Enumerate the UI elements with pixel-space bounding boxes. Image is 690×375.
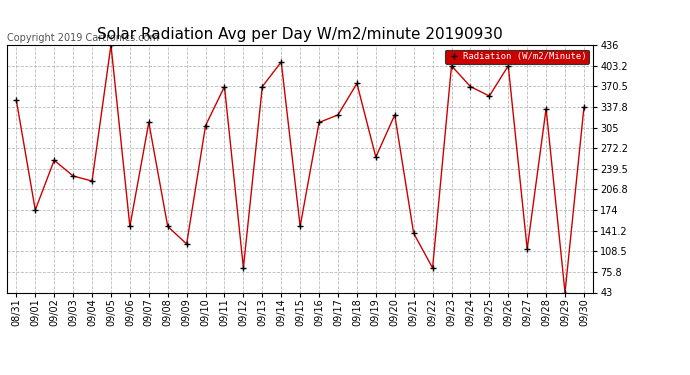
Title: Solar Radiation Avg per Day W/m2/minute 20190930: Solar Radiation Avg per Day W/m2/minute …: [97, 27, 503, 42]
Text: Copyright 2019 Cartronics.com: Copyright 2019 Cartronics.com: [7, 33, 159, 42]
Legend: Radiation (W/m2/Minute): Radiation (W/m2/Minute): [446, 50, 589, 64]
